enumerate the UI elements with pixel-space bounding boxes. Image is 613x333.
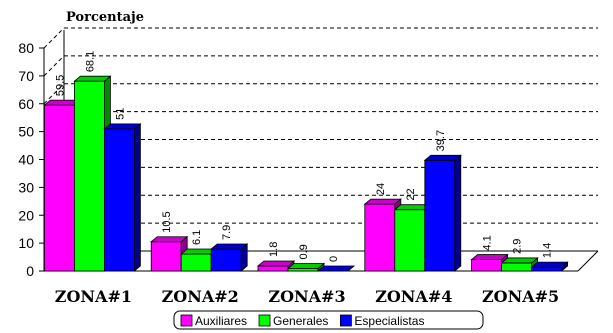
chart-walls — [63, 30, 599, 272]
bar-auxiliares-2 — [150, 241, 182, 272]
bar-top-face — [73, 75, 112, 82]
y-axis-label: Porcentaje — [66, 10, 144, 25]
y-tick-label: 10 — [18, 235, 34, 251]
data-label: 51 — [114, 108, 126, 120]
data-label: 22 — [405, 188, 417, 200]
x-category-labels: ZONA#1 ZONA#2 ZONA#3 ZONA#4 ZONA#5 — [55, 287, 559, 306]
bar-top-face — [316, 265, 356, 272]
y-tick-label: 20 — [18, 207, 34, 223]
x-category-label: ZONA#4 — [375, 287, 452, 306]
bar-top-face — [470, 254, 509, 260]
bar-top-face — [286, 263, 326, 269]
grid-line-diagonal — [43, 55, 65, 77]
bar-side-face — [454, 154, 462, 272]
legend-box — [173, 310, 484, 330]
bar-especialistas-5 — [531, 266, 562, 272]
data-label: 2.9 — [512, 239, 524, 254]
data-label: 24 — [375, 183, 387, 195]
grid-line-diagonal — [43, 83, 65, 105]
bar-generales-1 — [74, 80, 105, 272]
bar-generales-5 — [501, 262, 533, 272]
x-category-label: ZONA#1 — [55, 287, 132, 306]
floor-right-edge — [577, 250, 599, 272]
y-tick-label: 40 — [18, 152, 34, 168]
data-labels: 59.5 68.1 51 10.5 6.1 7.9 1.8 0.9 0 24 22 39.7 4.1 2.… — [54, 51, 553, 262]
bar-especialistas-1 — [104, 128, 135, 272]
y-tick-label: 60 — [18, 96, 34, 112]
y-tick-label: 70 — [18, 68, 34, 84]
legend-label-generales: Generales — [273, 314, 328, 328]
data-label: 0.9 — [298, 244, 310, 259]
legend-label-especialistas: Especialistas — [354, 314, 424, 328]
bar-top-face — [150, 236, 189, 243]
legend-swatch-generales — [258, 314, 271, 327]
bar-generales-4 — [394, 209, 426, 272]
bar-especialistas-4 — [424, 159, 456, 272]
x-category-label: ZONA#3 — [268, 287, 345, 306]
bar-auxiliares-4 — [364, 203, 396, 272]
legend-swatch-auxiliares — [180, 314, 193, 327]
data-label: 39.7 — [435, 130, 447, 151]
bar-especialistas-2 — [210, 248, 242, 272]
y-tick-label: 0 — [26, 263, 34, 279]
bar-auxiliares-3 — [257, 265, 289, 272]
bar-top-face — [210, 243, 249, 250]
bar-top-face — [423, 154, 462, 161]
bar-auxiliares-5 — [471, 259, 503, 272]
x-category-label: ZONA#5 — [482, 287, 559, 306]
data-label: 0 — [328, 256, 340, 262]
data-label: 59.5 — [54, 75, 66, 96]
y-tick-label: 80 — [18, 40, 34, 56]
y-tick-labels: 0 10 20 30 40 50 60 70 80 — [18, 40, 34, 279]
data-label: 68.1 — [84, 51, 96, 72]
bar-top-face — [363, 198, 402, 205]
y-tick-label: 50 — [18, 124, 34, 140]
legend-label-auxiliares: Auxiliares — [195, 314, 247, 328]
bars — [43, 75, 569, 272]
x-category-label: ZONA#2 — [162, 287, 239, 306]
data-label: 1.4 — [542, 243, 554, 258]
data-label: 6.1 — [191, 230, 203, 245]
data-label: 4.1 — [482, 235, 494, 250]
bar-top-face — [103, 123, 142, 130]
bar-generales-2 — [180, 253, 212, 272]
y-tick-label: 30 — [18, 179, 34, 195]
legend-swatch-especialistas — [340, 314, 352, 327]
data-label: 1.8 — [268, 242, 280, 257]
legend: Auxiliares Generales Especialistas — [173, 310, 484, 330]
data-label: 10.5 — [161, 211, 173, 232]
bar-top-face — [500, 257, 539, 264]
grid-line-diagonal — [43, 27, 65, 49]
bar-top-face — [530, 261, 569, 268]
bar-side-face — [133, 122, 141, 272]
data-label: 7.9 — [221, 225, 233, 240]
bar-auxiliares-1 — [44, 104, 75, 272]
bar-top-face — [256, 260, 296, 267]
